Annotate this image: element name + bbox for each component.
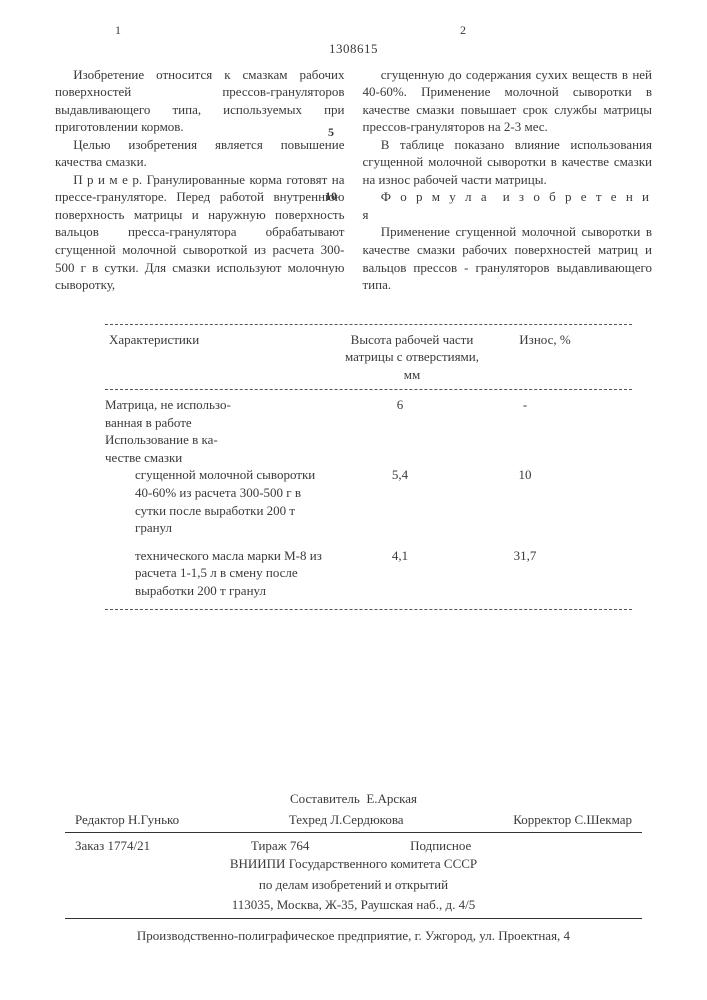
table-cell: Использование в ка- честве смазки — [105, 431, 330, 466]
row3-c1: сгущенной молочной сыворотки 40-60% из р… — [105, 466, 330, 536]
row1-c1-l1: Матрица, не использо- — [105, 397, 231, 412]
formula-heading: Ф о р м у л а и з о б р е т е н и я — [363, 188, 653, 223]
table-cell: - — [470, 396, 580, 431]
left-p1: Изобретение относится к смазкам рабочих … — [55, 66, 345, 136]
podpisnoe: Подписное — [410, 837, 471, 855]
compiler-name: Е.Арская — [366, 791, 417, 806]
table-row: Использование в ка- честве смазки — [105, 431, 632, 466]
col-mark-2: 2 — [460, 22, 466, 38]
printer-line: Производственно-полиграфическое предприя… — [65, 927, 642, 945]
corrector-label: Корректор — [513, 812, 571, 827]
tirage: Тираж 764 — [251, 837, 310, 855]
row4-c1: технического масла марки М-8 из расчета … — [105, 547, 330, 600]
footer-block: Составитель Е.Арская Редактор Н.Гунько Т… — [65, 790, 642, 944]
table-bottom-rule — [105, 609, 632, 610]
document-number: 1308615 — [55, 40, 652, 58]
table-cell: 4,1 — [330, 547, 470, 600]
table-row: технического масла марки М-8 из расчета … — [105, 547, 632, 600]
table-cell: технического масла марки М-8 из расчета … — [105, 547, 330, 600]
table-cell: 10 — [470, 466, 580, 536]
row1-c1-l2: ванная в работе — [105, 415, 192, 430]
table-cell: 5,4 — [330, 466, 470, 536]
compiler-label: Составитель — [290, 791, 360, 806]
credits-row: Редактор Н.Гунько Техред Л.Сердюкова Кор… — [65, 811, 642, 829]
table-cell — [470, 431, 580, 466]
spacer-cell — [572, 837, 632, 855]
left-p3: П р и м е р. Гранулированные корма готов… — [55, 171, 345, 294]
data-table: Характеристики Высота рабочей части матр… — [105, 324, 632, 611]
footer-rule-2 — [65, 918, 642, 919]
right-column: сгущенную до содержания сухих веществ в … — [363, 66, 653, 294]
row2-c1-l2: честве смазки — [105, 450, 182, 465]
order-number: Заказ 1774/21 — [75, 837, 150, 855]
row2-c1-l1: Использование в ка- — [105, 432, 218, 447]
left-column: Изобретение относится к смазкам рабочих … — [55, 66, 345, 294]
right-p2: В таблице показано влияние использования… — [363, 136, 653, 189]
editor-name: Н.Гунько — [128, 812, 179, 827]
table-row: Матрица, не использо- ванная в работе 6 … — [105, 396, 632, 431]
two-column-body: 5 10 Изобретение относится к смазкам раб… — [55, 66, 652, 294]
right-p1: сгущенную до содержания сухих веществ в … — [363, 66, 653, 136]
table-header-3: Износ, % — [486, 329, 604, 386]
table-top-rule — [105, 324, 632, 325]
compiler-line: Составитель Е.Арская — [65, 790, 642, 808]
table-cell: сгущенной молочной сыворотки 40-60% из р… — [105, 466, 330, 536]
corrector-block: Корректор С.Шекмар — [513, 811, 632, 829]
table-cell — [330, 431, 470, 466]
techred-block: Техред Л.Сердюкова — [289, 811, 404, 829]
footer-rule-1 — [65, 832, 642, 833]
table-row: сгущенной молочной сыворотки 40-60% из р… — [105, 466, 632, 536]
col-mark-1: 1 — [115, 22, 121, 38]
table-header-1: Характеристики — [105, 329, 338, 386]
document-page: 1 2 1308615 5 10 Изобретение относится к… — [0, 0, 707, 974]
table-cell: Матрица, не использо- ванная в работе — [105, 396, 330, 431]
org-address: 113035, Москва, Ж-35, Раушская наб., д. … — [65, 896, 642, 914]
line-marker-10: 10 — [325, 188, 337, 204]
table-cell: 6 — [330, 396, 470, 431]
left-p2: Целью изобретения является повышение кач… — [55, 136, 345, 171]
table-cell: 31,7 — [470, 547, 580, 600]
line-marker-5: 5 — [328, 124, 334, 140]
table-header-2: Высота рабочей части матрицы с отверстия… — [338, 329, 486, 386]
order-row: Заказ 1774/21 Тираж 764 Подписное — [65, 837, 642, 855]
table-header-row: Характеристики Высота рабочей части матр… — [105, 329, 632, 386]
vertical-spacer — [55, 620, 652, 790]
table-mid-rule — [105, 389, 632, 390]
formula-label-1: Ф о р м у л а — [381, 189, 490, 204]
techred-label: Техред — [289, 812, 327, 827]
right-p3: Применение сгущенной молочной сыворотки … — [363, 223, 653, 293]
org-line-1: ВНИИПИ Государственного комитета СССР — [65, 855, 642, 873]
corrector-name: С.Шекмар — [574, 812, 632, 827]
editor-label: Редактор — [75, 812, 125, 827]
org-line-2: по делам изобретений и открытий — [65, 876, 642, 894]
table-body: Матрица, не использо- ванная в работе 6 … — [105, 396, 632, 599]
techred-name: Л.Сердюкова — [330, 812, 403, 827]
editor-block: Редактор Н.Гунько — [75, 811, 179, 829]
